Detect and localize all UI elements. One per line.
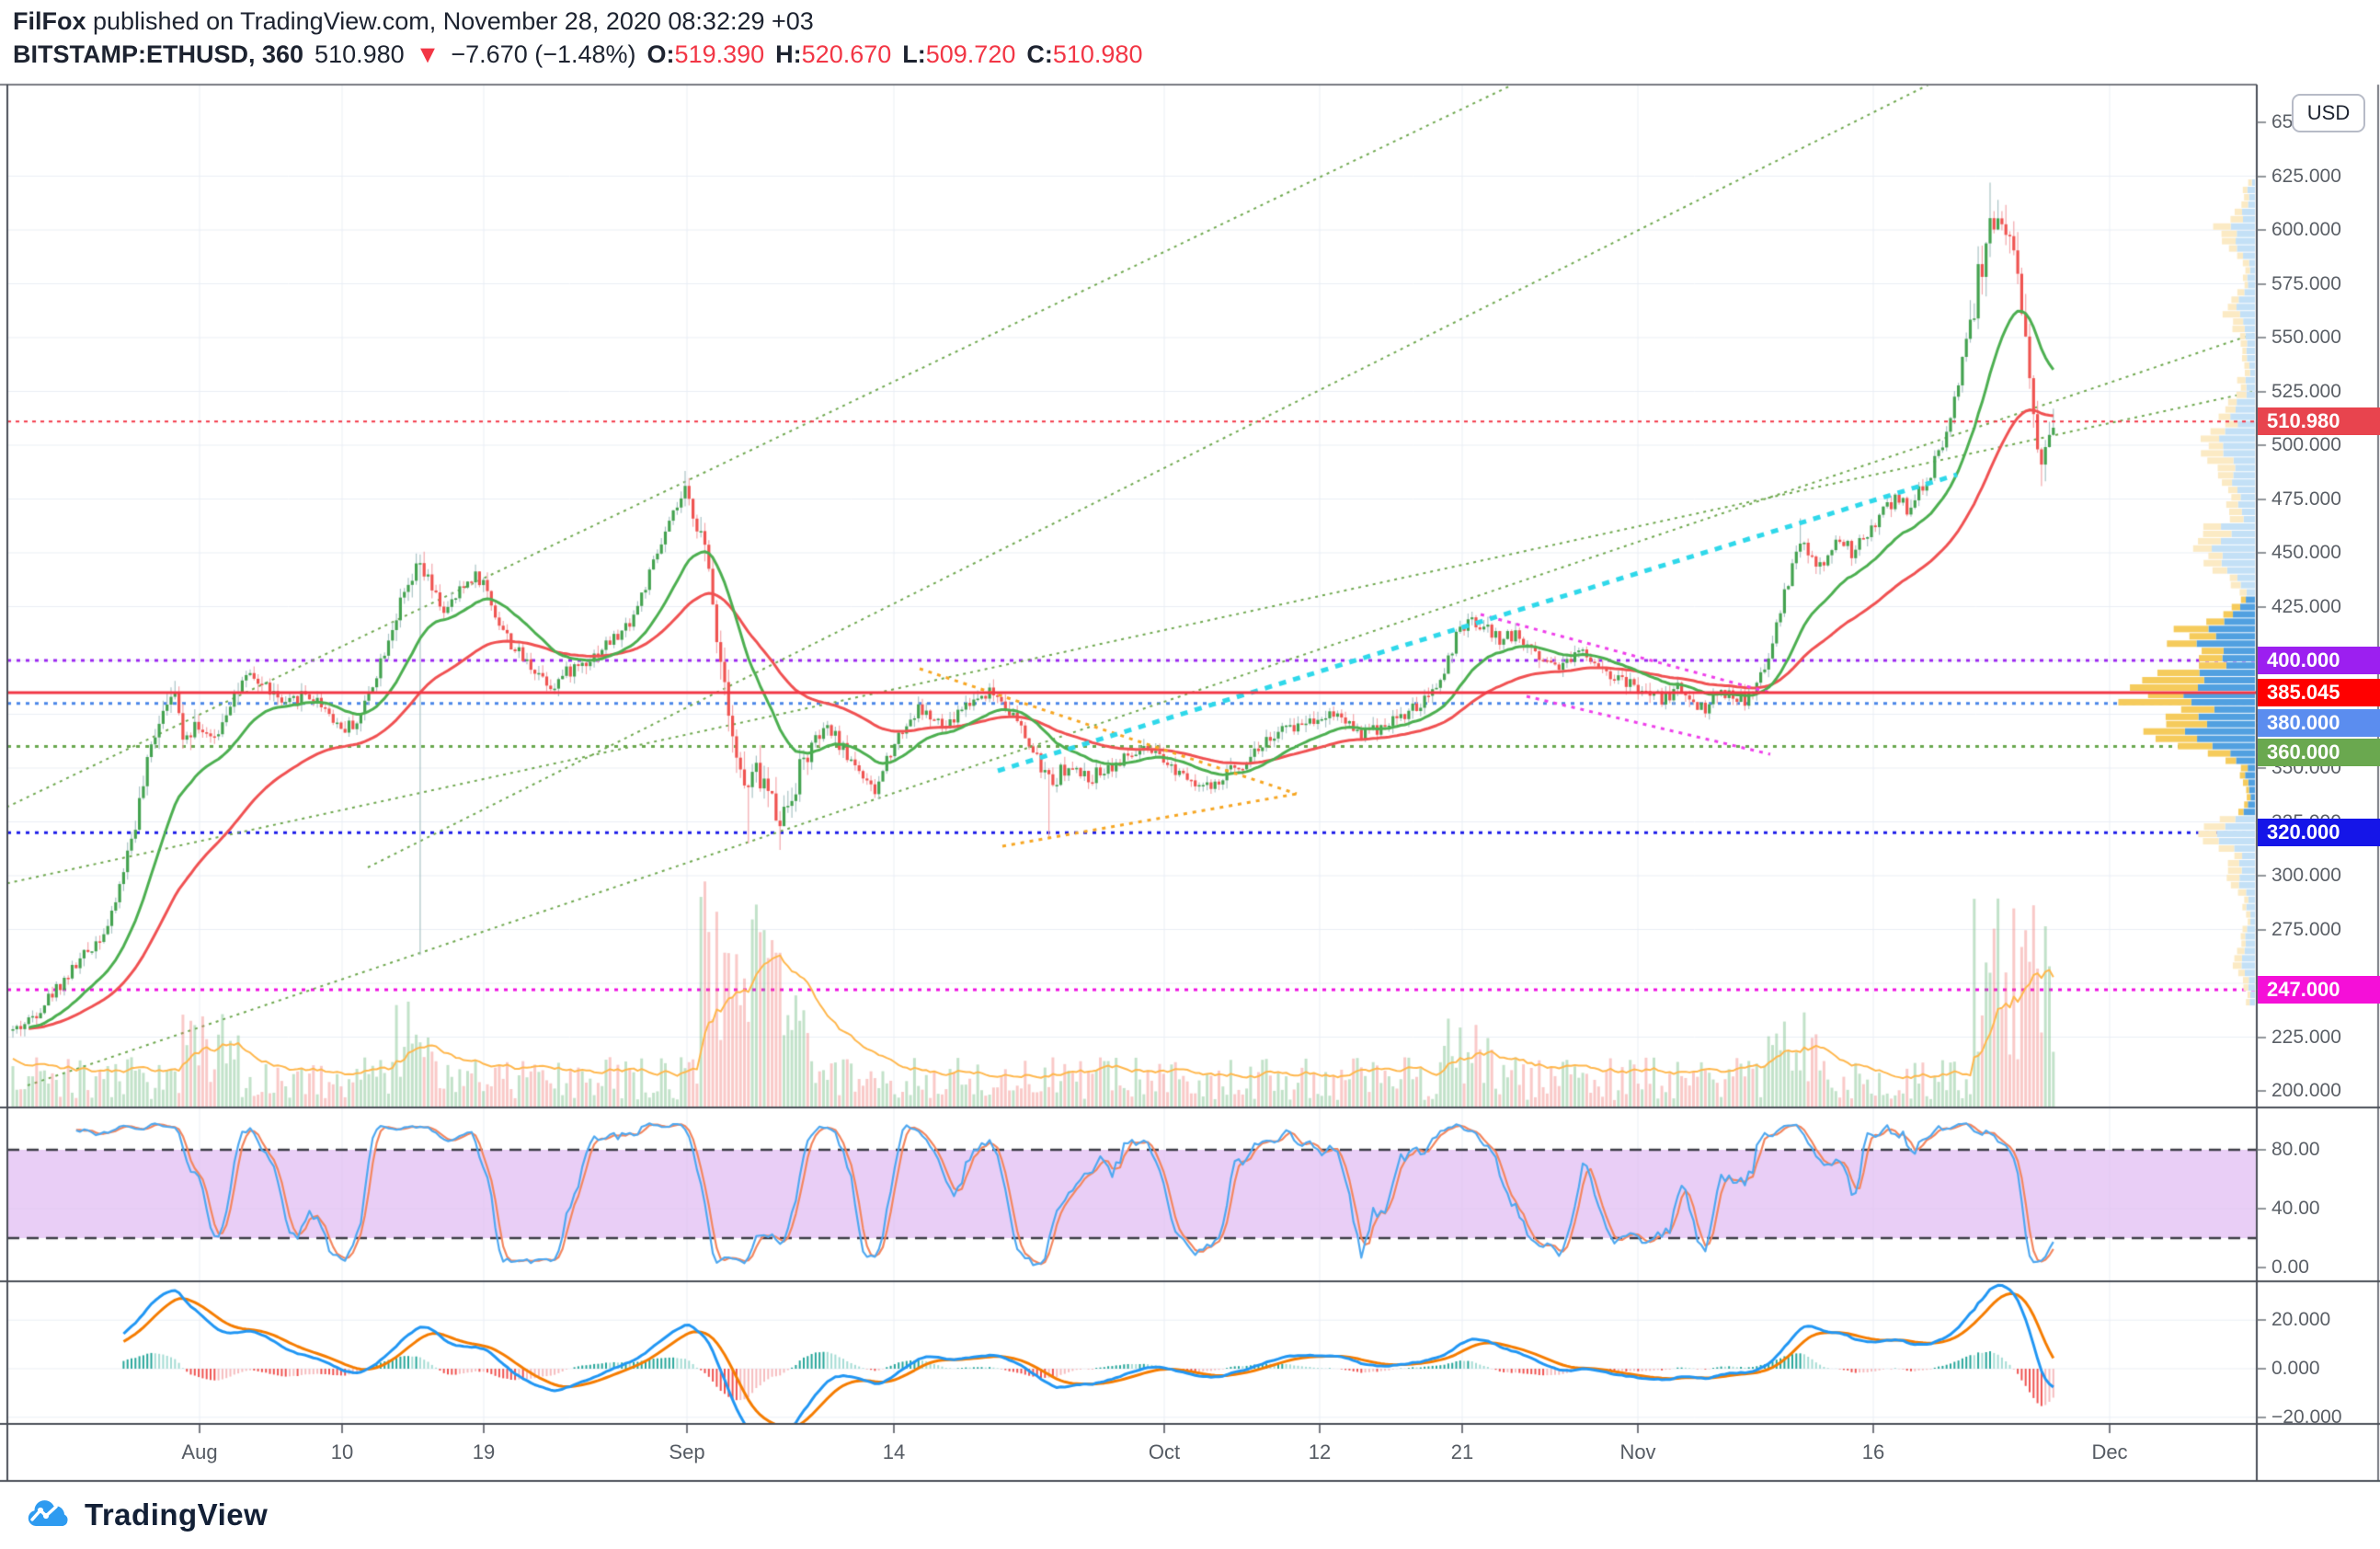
low-label: L: bbox=[902, 40, 926, 68]
price-level-label: 400.000 bbox=[2258, 647, 2380, 674]
price-axis-tick[interactable]: 600.000 bbox=[2271, 219, 2341, 240]
high-value: 520.670 bbox=[801, 40, 892, 68]
price-axis-tick[interactable]: 225.000 bbox=[2271, 1027, 2341, 1048]
time-axis-tick[interactable]: 16 bbox=[1861, 1440, 1885, 1463]
price-axis-tick[interactable]: 450.000 bbox=[2271, 542, 2341, 563]
close-label: C: bbox=[1026, 40, 1053, 68]
open-value: 519.390 bbox=[674, 40, 765, 68]
price-axis-tick[interactable]: 425.000 bbox=[2271, 596, 2341, 617]
symbol-title[interactable]: BITSTAMP:ETHUSD, 360 bbox=[13, 40, 304, 68]
low-value: 509.720 bbox=[925, 40, 1016, 68]
author-name: FilFox bbox=[13, 7, 86, 35]
price-chart-canvas[interactable] bbox=[0, 0, 2380, 1490]
macd-axis-tick[interactable]: −20.000 bbox=[2271, 1406, 2342, 1428]
price-axis-tick[interactable]: 575.000 bbox=[2271, 273, 2341, 294]
time-axis-tick[interactable]: Dec bbox=[2091, 1440, 2128, 1463]
publish-caption: FilFox published on TradingView.com, Nov… bbox=[13, 7, 814, 36]
down-arrow-icon: ▼ bbox=[415, 40, 441, 68]
close-value: 510.980 bbox=[1052, 40, 1143, 68]
price-change: −7.670 (−1.48%) bbox=[451, 40, 636, 68]
price-level-label: 360.000 bbox=[2258, 739, 2380, 766]
tradingview-brand-text: TradingView bbox=[85, 1497, 269, 1532]
time-axis-tick[interactable]: 10 bbox=[330, 1440, 354, 1463]
macd-axis-tick[interactable]: 0.000 bbox=[2271, 1358, 2320, 1379]
price-axis-tick[interactable]: 200.000 bbox=[2271, 1080, 2341, 1101]
symbol-readout: BITSTAMP:ETHUSD, 360 510.980 ▼ −7.670 (−1.4… bbox=[13, 40, 1142, 69]
price-level-label: 320.000 bbox=[2258, 819, 2380, 846]
tradingview-cloud-icon bbox=[28, 1500, 68, 1526]
price-axis-tick[interactable]: 625.000 bbox=[2271, 166, 2341, 187]
time-axis-tick[interactable]: 21 bbox=[1450, 1440, 1474, 1463]
price-axis-tick[interactable]: 550.000 bbox=[2271, 327, 2341, 348]
macd-axis-tick[interactable]: 20.000 bbox=[2271, 1309, 2331, 1330]
time-axis-tick[interactable]: 19 bbox=[472, 1440, 496, 1463]
time-axis-tick[interactable]: Aug bbox=[181, 1440, 218, 1463]
time-axis-tick[interactable]: Oct bbox=[1148, 1440, 1181, 1463]
price-axis-tick[interactable]: 475.000 bbox=[2271, 488, 2341, 510]
currency-toggle-button[interactable]: USD bbox=[2292, 94, 2365, 132]
price-axis-tick[interactable]: 275.000 bbox=[2271, 919, 2341, 940]
price-axis-tick[interactable]: 500.000 bbox=[2271, 434, 2341, 455]
tradingview-footer[interactable]: TradingView bbox=[26, 1497, 268, 1532]
publish-text: published on TradingView.com, November 2… bbox=[86, 7, 814, 35]
time-axis-tick[interactable]: Nov bbox=[1619, 1440, 1656, 1463]
price-level-label: 247.000 bbox=[2258, 976, 2380, 1004]
time-axis-tick[interactable]: 14 bbox=[882, 1440, 906, 1463]
last-price: 510.980 bbox=[315, 40, 405, 68]
stoch-axis-tick[interactable]: 0.00 bbox=[2271, 1256, 2309, 1278]
price-axis-tick[interactable]: 525.000 bbox=[2271, 381, 2341, 402]
high-label: H: bbox=[775, 40, 802, 68]
price-level-label: 385.045 bbox=[2258, 679, 2380, 706]
time-axis-tick[interactable]: Sep bbox=[669, 1440, 705, 1463]
time-axis-tick[interactable]: 12 bbox=[1308, 1440, 1332, 1463]
stoch-axis-tick[interactable]: 40.00 bbox=[2271, 1198, 2320, 1219]
stoch-axis-tick[interactable]: 80.00 bbox=[2271, 1139, 2320, 1160]
price-level-label: 510.980 bbox=[2258, 407, 2380, 435]
open-label: O: bbox=[646, 40, 675, 68]
price-level-label: 380.000 bbox=[2258, 709, 2380, 737]
price-axis-tick[interactable]: 300.000 bbox=[2271, 865, 2341, 886]
